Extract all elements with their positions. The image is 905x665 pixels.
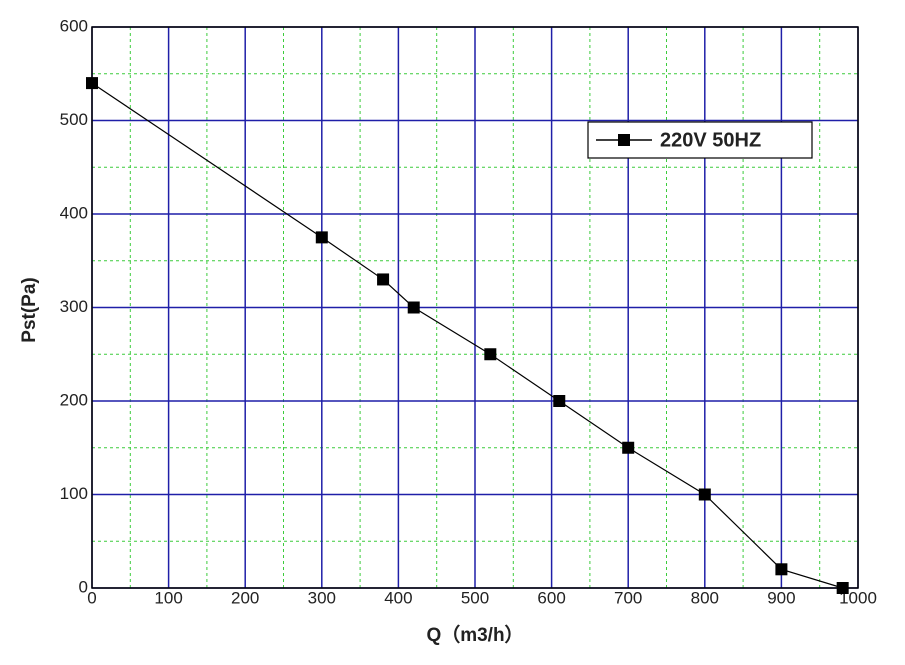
y-tick-label: 200	[60, 390, 88, 409]
data-point	[622, 441, 635, 454]
data-point	[484, 348, 497, 361]
y-axis-label: Pst(Pa)	[19, 277, 40, 342]
data-point	[86, 77, 98, 90]
data-point	[553, 395, 566, 407]
x-axis-label: Q（m3/h）	[426, 623, 523, 646]
plot-frame	[91, 26, 859, 589]
y-tick-label: 300	[60, 297, 88, 316]
data-point	[377, 273, 390, 286]
y-tick-label: 0	[79, 577, 88, 596]
x-tick-label: 0	[87, 588, 96, 607]
x-tick-label: 800	[691, 588, 719, 607]
y-tick-label: 100	[60, 484, 88, 503]
x-tick-label: 900	[767, 588, 795, 607]
data-point	[315, 231, 328, 244]
x-tick-label: 700	[614, 588, 642, 607]
y-tick-label: 500	[60, 110, 88, 129]
x-tick-label: 500	[461, 588, 489, 607]
y-tick-label: 600	[60, 16, 88, 35]
data-point	[836, 582, 849, 594]
x-tick-label: 300	[308, 588, 336, 607]
x-tick-label: 100	[154, 588, 182, 607]
data-point	[698, 488, 711, 501]
x-tick-label: 600	[537, 588, 565, 607]
y-tick-label: 400	[60, 203, 88, 222]
data-point	[407, 301, 420, 314]
legend-label: 220V 50HZ	[660, 129, 761, 151]
data-line	[91, 82, 843, 589]
x-tick-label: 400	[384, 588, 412, 607]
legend-marker	[618, 134, 630, 146]
x-tick-label: 200	[231, 588, 259, 607]
data-point	[775, 563, 788, 576]
